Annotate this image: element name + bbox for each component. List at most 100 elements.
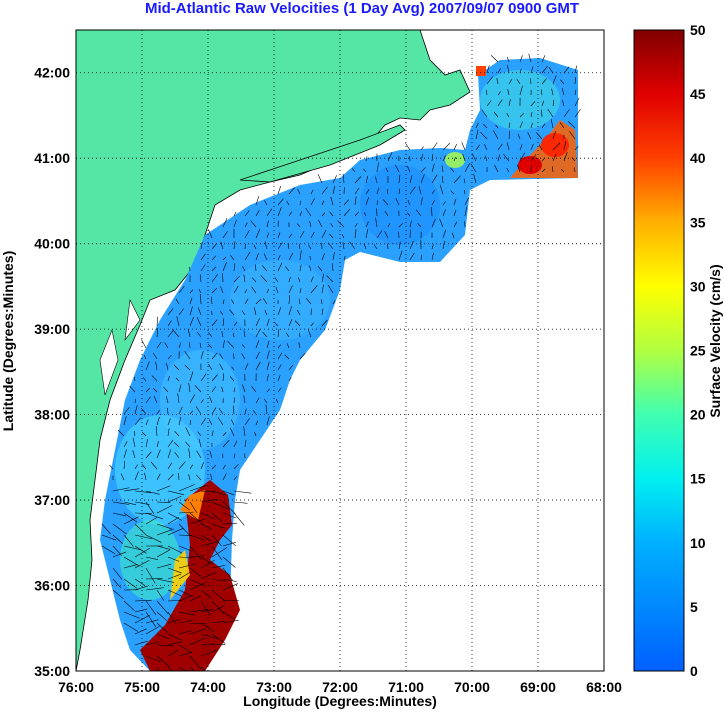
velocity-arrow (527, 132, 532, 140)
velocity-arrow (519, 55, 523, 63)
velocity-arrow (156, 666, 161, 671)
velocity-arrow (497, 143, 503, 151)
velocity-arrow (133, 376, 136, 382)
velocity-arrow (123, 407, 130, 415)
velocity-arrow (431, 252, 434, 261)
velocity-arrow (561, 87, 565, 96)
velocity-arrow (407, 199, 411, 206)
velocity-arrow (442, 240, 445, 250)
velocity-arrow (326, 275, 334, 283)
velocity-arrow (506, 113, 510, 118)
velocity-arrow (244, 289, 248, 294)
velocity-arrow (241, 353, 246, 360)
velocity-arrow (189, 501, 198, 514)
velocity-arrow (332, 185, 336, 195)
velocity-arrow (354, 223, 358, 228)
velocity-arrow (189, 518, 205, 525)
colorbar-label: Surface Velocity (cm/s) (707, 264, 723, 418)
velocity-arrow (563, 152, 568, 162)
velocity-vectors (101, 53, 581, 671)
velocity-arrow (298, 244, 301, 250)
velocity-arrow (541, 78, 547, 85)
velocity-arrow (453, 143, 457, 151)
velocity-arrow (363, 212, 367, 217)
velocity-arrow (329, 233, 334, 239)
velocity-arrow (266, 340, 270, 349)
velocity-arrow (167, 495, 182, 503)
velocity-arrow (211, 589, 226, 602)
velocity-arrow (156, 578, 175, 583)
velocity-arrow (200, 417, 207, 426)
velocity-arrow (494, 165, 499, 173)
velocity-arrow (156, 622, 169, 634)
velocity-arrow (244, 244, 246, 250)
velocity-arrow (299, 288, 302, 294)
velocity-arrow (101, 523, 111, 535)
velocity-arrow (189, 306, 193, 316)
velocity-arrow (217, 417, 224, 426)
velocity-arrow (222, 583, 239, 591)
y-tick-label: 38:00 (34, 407, 70, 423)
velocity-arrow (506, 56, 510, 63)
velocity-arrow (288, 364, 294, 371)
velocity-arrow (211, 464, 217, 470)
velocity-arrow (173, 364, 180, 371)
velocity-arrow (375, 176, 378, 184)
velocity-arrow (343, 208, 351, 217)
velocity-arrow (200, 350, 204, 360)
velocity-arrow (211, 644, 226, 646)
velocity-arrow (376, 187, 380, 195)
velocity-arrow (123, 600, 135, 612)
velocity-arrow (189, 637, 206, 646)
velocity-arrow (167, 641, 183, 646)
velocity-arrow (145, 641, 159, 646)
velocity-arrow (253, 244, 257, 250)
velocity-arrow (255, 298, 262, 305)
velocity-arrow (470, 163, 477, 173)
velocity-arrow (233, 321, 238, 327)
velocity-arrow (222, 578, 237, 582)
velocity-arrow (196, 450, 202, 459)
velocity-arrow (129, 385, 136, 393)
velocity-arrow (222, 541, 236, 547)
velocity-arrow (574, 65, 577, 74)
velocity-arrow (243, 426, 246, 437)
velocity-arrow (277, 232, 281, 239)
velocity-arrow (145, 451, 152, 459)
velocity-arrow (200, 241, 203, 250)
velocity-arrow (200, 571, 217, 580)
velocity-arrow (244, 439, 247, 448)
velocity-arrow (530, 100, 536, 107)
velocity-arrow (211, 266, 217, 272)
velocity-arrow (134, 578, 146, 586)
velocity-arrow (208, 332, 213, 338)
velocity-arrow (222, 273, 224, 283)
velocity-arrow (266, 318, 270, 327)
velocity-arrow (354, 187, 360, 195)
velocity-arrow (145, 556, 159, 561)
velocity-arrow (134, 417, 141, 426)
velocity-arrow (233, 387, 236, 393)
velocity-arrow (330, 196, 334, 206)
velocity-arrow (189, 666, 195, 671)
velocity-arrow (365, 175, 369, 184)
velocity-arrow (296, 309, 301, 316)
velocity-arrow (145, 517, 158, 525)
velocity-arrow (552, 75, 557, 85)
velocity-arrow (189, 419, 192, 426)
colorbar-tick-label: 5 (690, 599, 698, 615)
velocity-arrow (266, 388, 270, 393)
velocity-arrow (560, 79, 565, 85)
velocity-arrow (156, 473, 161, 481)
velocity-arrow (200, 559, 215, 569)
velocity-arrow (420, 167, 426, 173)
velocity-arrow (145, 512, 163, 520)
velocity-arrow (409, 186, 416, 195)
velocity-arrow (178, 534, 193, 536)
velocity-arrow (229, 376, 235, 382)
velocity-arrow (574, 145, 579, 151)
velocity-arrow (453, 157, 456, 162)
velocity-arrow (232, 405, 235, 415)
velocity-arrow (516, 164, 521, 173)
velocity-arrow (211, 545, 223, 561)
